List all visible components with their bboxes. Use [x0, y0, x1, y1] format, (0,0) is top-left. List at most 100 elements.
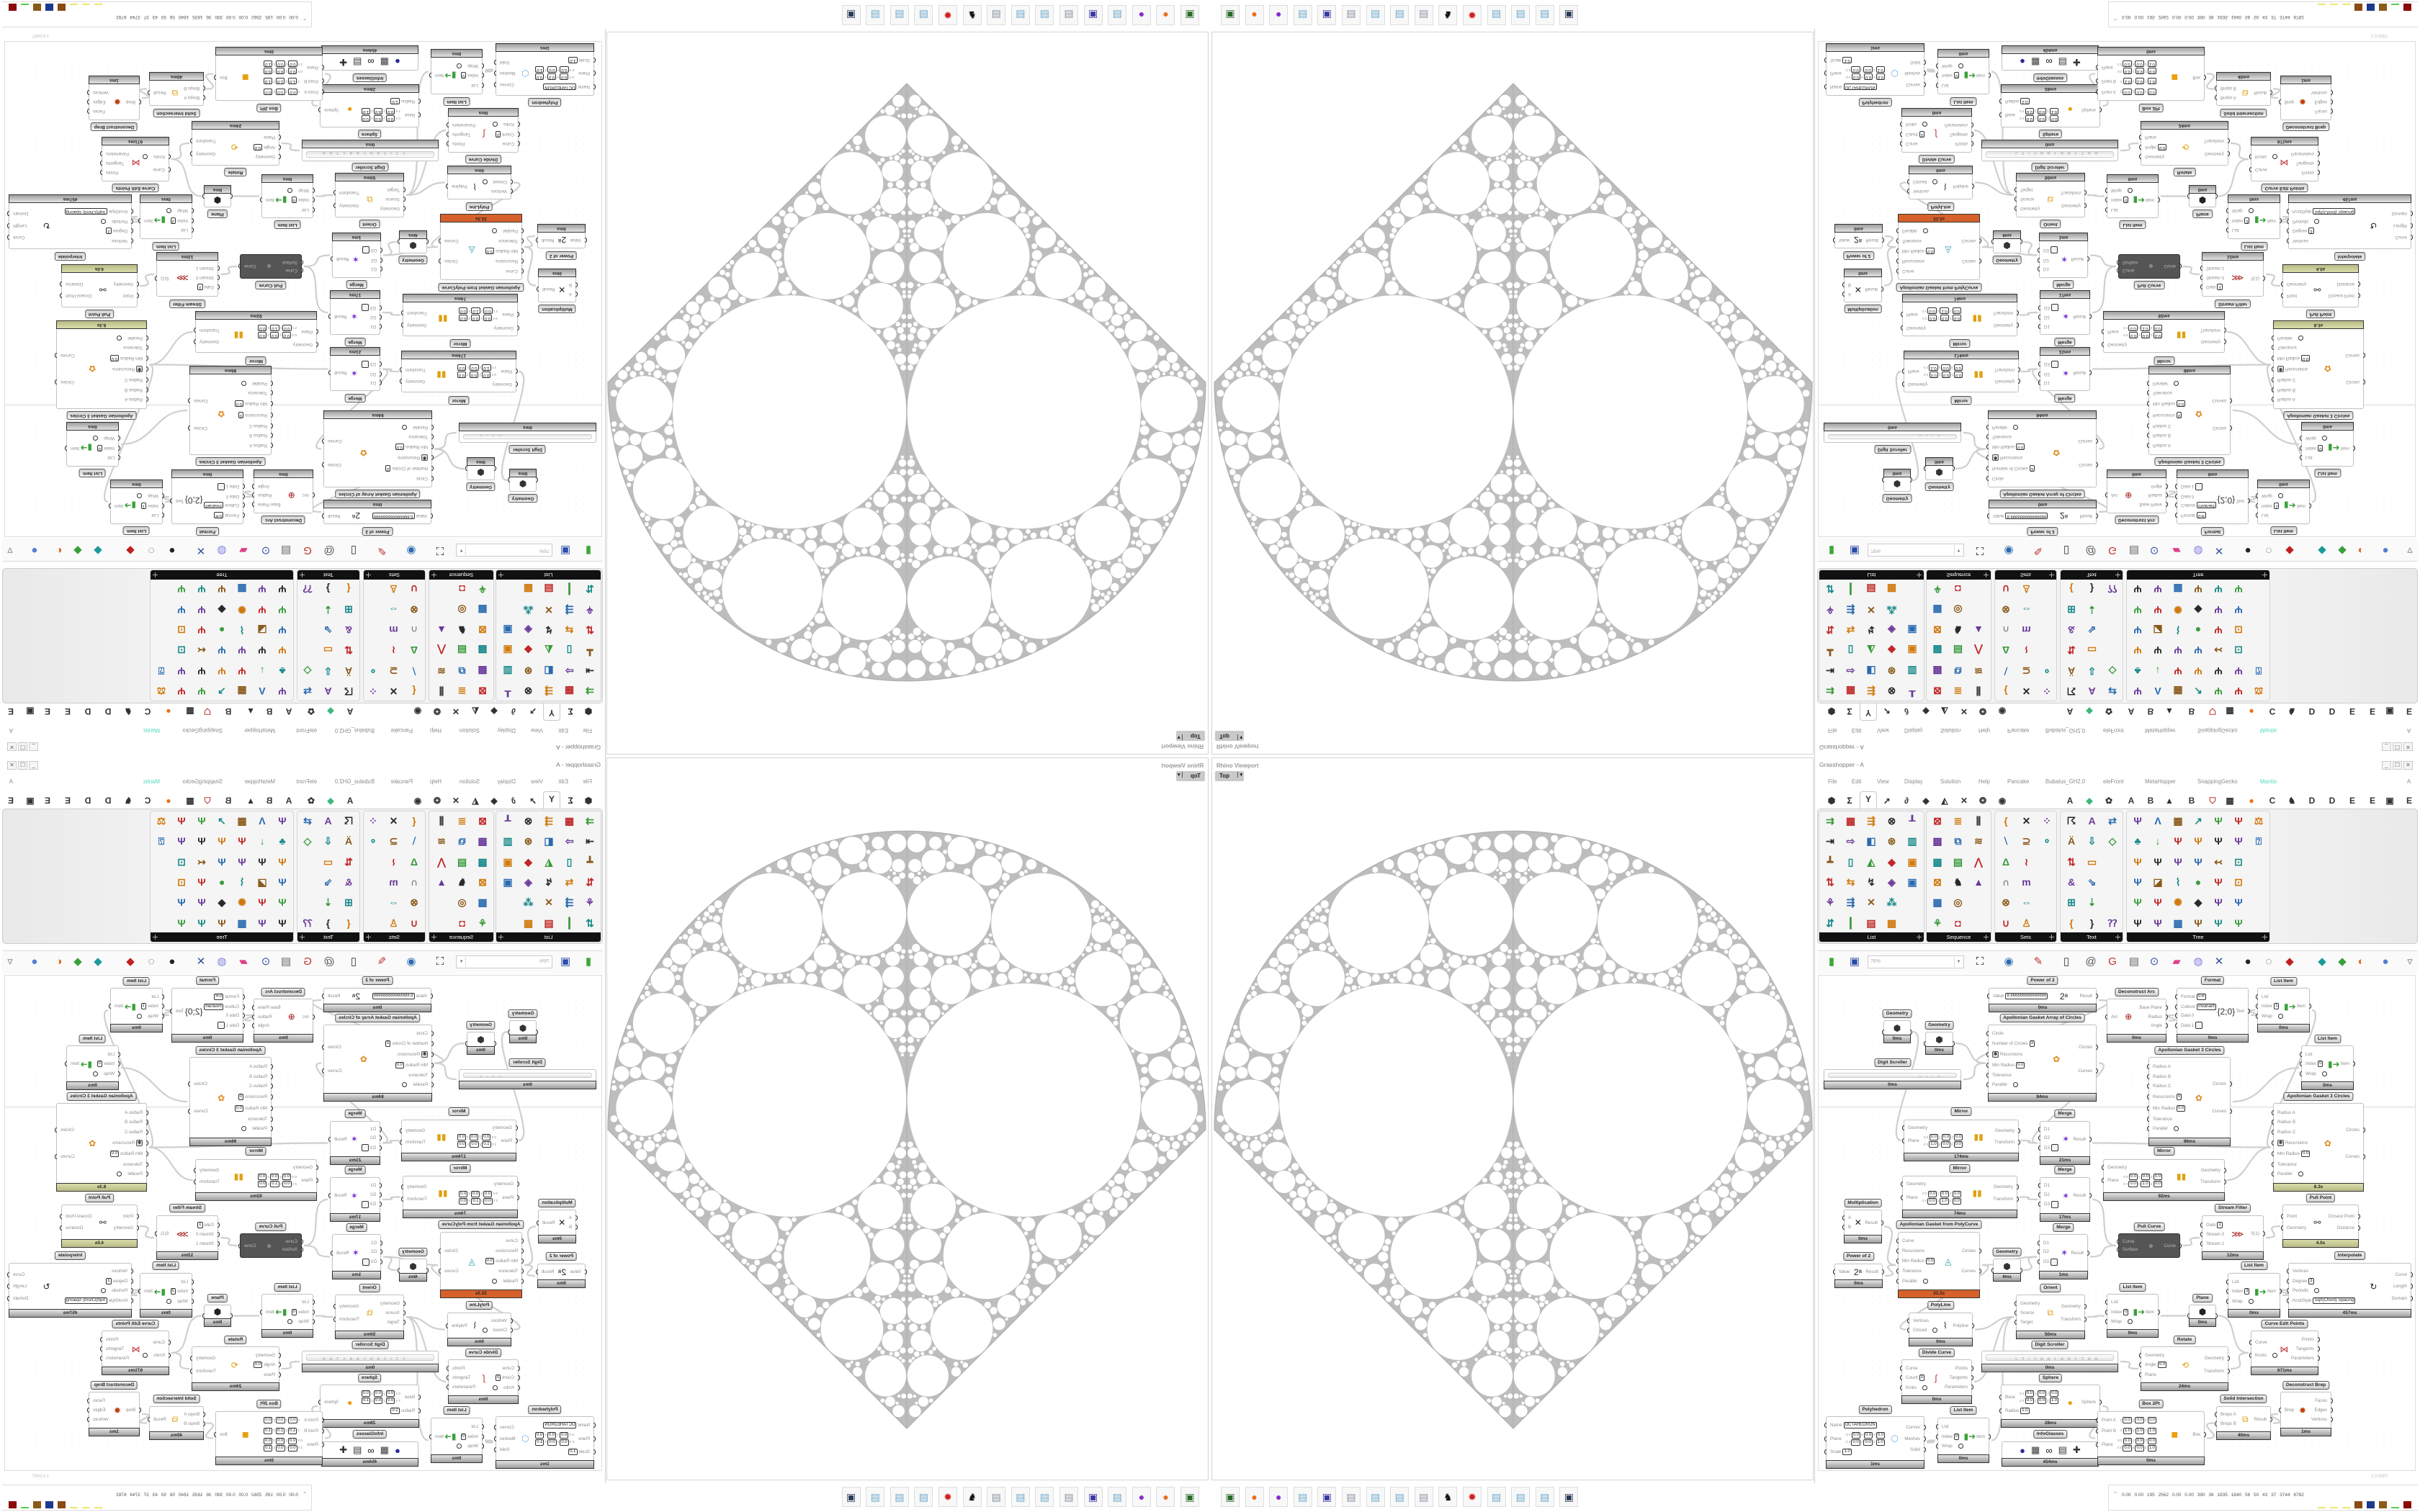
overflow-icon[interactable]: ▿: [2407, 955, 2413, 968]
output-port[interactable]: [429, 1434, 431, 1439]
input-parallel[interactable]: Parallel: [385, 1082, 434, 1087]
taskbar-notepad-5[interactable]: ▤: [1511, 1487, 1531, 1507]
vector-value[interactable]: 0.0: [263, 1437, 273, 1444]
view-dropdown[interactable]: Top ▾: [1215, 771, 1244, 781]
output-curves[interactable]: Curves: [2212, 1109, 2232, 1114]
input-d3[interactable]: D3: [2038, 246, 2058, 254]
input-d3[interactable]: D3: [362, 1200, 382, 1208]
output-port[interactable]: [2215, 1313, 2218, 1318]
output-geometry[interactable]: Geometry: [2201, 1168, 2226, 1173]
output-port[interactable]: [252, 1004, 254, 1010]
component-title-li5[interactable]: List Item: [274, 1283, 301, 1292]
text-tool-icon[interactable]: }: [2089, 917, 2094, 929]
output-port[interactable]: [100, 1337, 102, 1342]
input-tolerance[interactable]: Tolerance: [235, 1116, 273, 1122]
output-result[interactable]: Result: [1865, 238, 1884, 243]
input-value[interactable]: 0: [2318, 1061, 2323, 1067]
input-vertices[interactable]: Vertices: [483, 1318, 513, 1324]
output-port[interactable]: [401, 1184, 403, 1190]
input-culture[interactable]: Culture Invariant: [2175, 502, 2216, 509]
output-port[interactable]: [87, 1398, 89, 1403]
output-port[interactable]: [2224, 1179, 2226, 1184]
sets-tool-icon[interactable]: ✕: [2022, 815, 2031, 827]
component-divide-curve[interactable]: Curve Count 3 Kinks ∫ Points Tangents Parameter…: [1900, 1359, 1973, 1404]
vector-value[interactable]: 0.0: [534, 1431, 544, 1439]
component-title-li2[interactable]: List Item: [2313, 469, 2341, 477]
input-surface[interactable]: Surface: [2117, 1247, 2138, 1253]
output-vertices[interactable]: Vertices: [87, 1417, 109, 1422]
vector-value[interactable]: 0.0: [373, 1390, 382, 1397]
input-port[interactable]: [1986, 425, 1989, 430]
output-tangents[interactable]: Tangents: [100, 1346, 124, 1351]
output-port[interactable]: [439, 1248, 441, 1254]
tab-plugin-b1[interactable]: B: [2142, 793, 2159, 808]
list-tool-icon[interactable]: ⇉: [1826, 815, 1834, 827]
input-vertices[interactable]: Vertices: [1907, 1318, 1937, 1324]
input-port[interactable]: [1901, 1182, 1903, 1187]
output-curves[interactable]: Curves: [2212, 398, 2232, 403]
component-title-polyline[interactable]: PolyLine: [465, 1301, 493, 1310]
output-closest-point[interactable]: Closest Point: [2329, 1213, 2360, 1219]
input-tolerance[interactable]: Tolerance: [110, 1161, 148, 1167]
component-multiplication[interactable]: A B ✕ Result 0ms: [1842, 1210, 1883, 1243]
input-value[interactable]: 0: [1954, 72, 1960, 79]
input-angle[interactable]: Angle 0.0: [2139, 1362, 2167, 1368]
input-value[interactable]: Value: [1833, 238, 1850, 243]
tree-tool-icon[interactable]: Ψ: [2214, 815, 2223, 827]
digit-scroller-track[interactable]: 2 1 | 0: [463, 1073, 592, 1078]
input-d1[interactable]: D1: [362, 1240, 382, 1246]
list-tool-icon[interactable]: ⇶: [1867, 815, 1876, 827]
input-d3[interactable]: D3: [2038, 304, 2058, 312]
input-port[interactable]: [2038, 1240, 2040, 1246]
component-rotate[interactable]: Geometry Angle 0.0 Plane ⟲ Geometry Transform 2…: [190, 1346, 281, 1391]
sets-tool-icon[interactable]: ≀: [2024, 855, 2029, 868]
component-title-mult[interactable]: Multiplication: [538, 1199, 576, 1207]
input-box[interactable]: [2195, 482, 2203, 490]
ribbon-group-label[interactable]: Tree: [2127, 932, 2269, 942]
input-port[interactable]: [1999, 1395, 2002, 1400]
component-sphere[interactable]: Base o x 0.0 y 0.0 z 0.0 z x 0.0 y 0.0 z 1.0 Radius 1.0 ●…: [318, 1385, 421, 1428]
tab-plugin-orange[interactable]: ●: [2243, 793, 2260, 808]
infoglasses-tool-icon[interactable]: ▦: [2031, 1444, 2040, 1455]
output-port[interactable]: [60, 1213, 62, 1219]
component-title-format[interactable]: Format: [195, 976, 220, 985]
output-geometry[interactable]: Geometry: [1994, 1184, 2019, 1190]
input-number-of-circles[interactable]: Number of Circles 3: [385, 1040, 434, 1047]
input-closed[interactable]: Closed: [1907, 1327, 1938, 1333]
input-value[interactable]: Value 8.666666666666666: [1987, 513, 2048, 519]
input-port[interactable]: [2300, 1061, 2302, 1066]
output-transform[interactable]: Transform: [1993, 1196, 2019, 1202]
vector-value[interactable]: 0.0: [1851, 66, 1860, 73]
input-radius-b[interactable]: Radius B: [2147, 1074, 2185, 1079]
tab-plugin-gem[interactable]: ◆: [2081, 793, 2098, 808]
output-polyline[interactable]: Polyline: [1953, 184, 1974, 189]
component-title-ag3c1[interactable]: Apollonian Gasket 3 Circles: [2154, 457, 2225, 466]
output-points[interactable]: Points: [100, 1337, 118, 1342]
component-title-geo1[interactable]: Geometry: [1882, 1009, 1912, 1018]
vector-value[interactable]: 0.0: [1940, 1190, 1950, 1197]
input-port[interactable]: [2102, 1178, 2104, 1183]
vector-value[interactable]: 0.0: [2038, 1390, 2047, 1397]
input-port[interactable]: [1902, 369, 1904, 374]
vector-value[interactable]: 0.0: [1952, 1190, 1962, 1197]
component-title-li2[interactable]: List Item: [79, 1035, 107, 1043]
input-port[interactable]: [518, 1385, 520, 1390]
input-wrap[interactable]: Wrap: [1936, 1444, 1963, 1449]
input-port[interactable]: [2038, 380, 2040, 385]
component-merge[interactable]: D1 D2 D3 ✶ Result 1ms: [331, 1234, 382, 1279]
input-port[interactable]: [1900, 132, 1902, 137]
vector-value[interactable]: 1.0: [1940, 1197, 1949, 1205]
output-port[interactable]: [138, 1289, 140, 1294]
ribbon-group-label[interactable]: Sets: [1995, 932, 2056, 942]
component-apollonian-gasket-array-of-circles[interactable]: Circle Number of Circles 3 ✱ Recursions Min R…: [1986, 410, 2098, 487]
parameter-icon[interactable]: ✱: [2277, 366, 2284, 373]
output-curves[interactable]: Curves: [1906, 82, 1926, 88]
input-list[interactable]: List: [2256, 513, 2283, 518]
component-geometry[interactable]: ⬢ 0ms: [465, 1032, 496, 1055]
component-title-li3[interactable]: List Item: [1950, 97, 1977, 106]
component-geometry[interactable]: ⬢ 0ms: [508, 1020, 538, 1043]
component-digit-scroller[interactable]: 1 7 | 2 8 9 1 8 9 1 7 6 9 0ms: [1981, 1351, 2118, 1372]
component-title-ag3c1[interactable]: Apollonian Gasket 3 Circles: [2154, 1046, 2225, 1055]
output-geometry[interactable]: Geometry: [400, 1128, 425, 1133]
input-port[interactable]: [2300, 455, 2302, 461]
